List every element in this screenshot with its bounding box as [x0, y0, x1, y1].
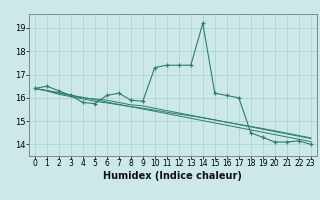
X-axis label: Humidex (Indice chaleur): Humidex (Indice chaleur) [103, 171, 242, 181]
